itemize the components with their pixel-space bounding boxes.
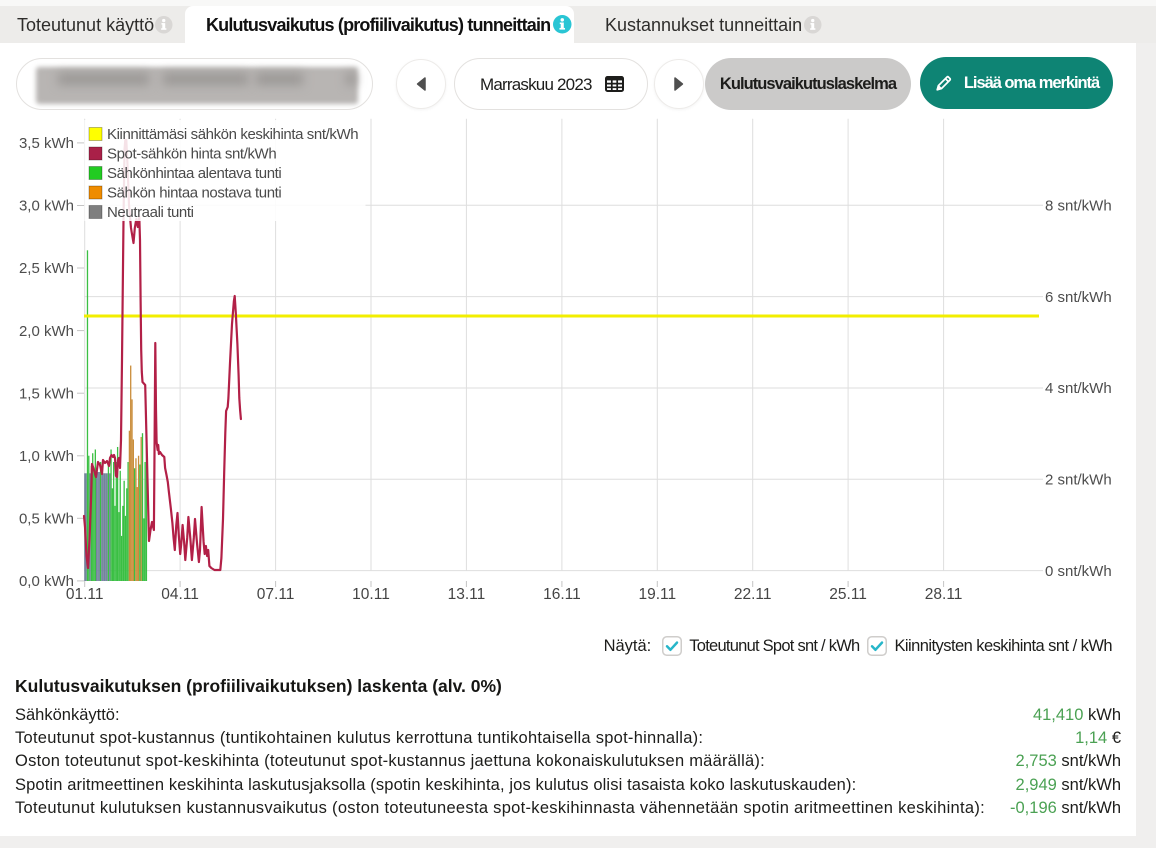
svg-text:Kiinnittämäsi sähkön keskihint: Kiinnittämäsi sähkön keskihinta snt/kWh <box>107 126 358 143</box>
svg-text:25.11: 25.11 <box>829 586 867 603</box>
svg-text:16.11: 16.11 <box>543 586 581 603</box>
svg-text:2,0 kWh: 2,0 kWh <box>19 323 74 340</box>
svg-text:3,0 kWh: 3,0 kWh <box>19 198 74 215</box>
svg-text:1,5 kWh: 1,5 kWh <box>19 385 74 402</box>
svg-text:1,0 kWh: 1,0 kWh <box>19 448 74 465</box>
svg-text:19.11: 19.11 <box>638 586 676 603</box>
svg-text:13.11: 13.11 <box>448 586 486 603</box>
svg-text:07.11: 07.11 <box>257 586 295 603</box>
svg-text:Sähkönhintaa alentava tunti: Sähkönhintaa alentava tunti <box>107 165 281 182</box>
svg-text:4 snt/kWh: 4 snt/kWh <box>1045 380 1112 397</box>
svg-text:2 snt/kWh: 2 snt/kWh <box>1045 472 1112 489</box>
svg-text:0,0 kWh: 0,0 kWh <box>19 573 74 590</box>
svg-text:8 snt/kWh: 8 snt/kWh <box>1045 198 1112 215</box>
svg-text:Neutraali tunti: Neutraali tunti <box>107 204 194 221</box>
svg-text:6 snt/kWh: 6 snt/kWh <box>1045 289 1112 306</box>
svg-text:22.11: 22.11 <box>734 586 772 603</box>
svg-text:28.11: 28.11 <box>925 586 963 603</box>
svg-text:0,5 kWh: 0,5 kWh <box>19 511 74 528</box>
svg-text:3,5 kWh: 3,5 kWh <box>19 135 74 152</box>
svg-text:2,5 kWh: 2,5 kWh <box>19 260 74 277</box>
svg-text:Sähkön hintaa nostava tunti: Sähkön hintaa nostava tunti <box>107 185 281 202</box>
svg-text:Spot-sähkön hinta snt/kWh: Spot-sähkön hinta snt/kWh <box>107 146 276 163</box>
svg-text:04.11: 04.11 <box>161 586 199 603</box>
svg-text:10.11: 10.11 <box>352 586 390 603</box>
svg-text:0 snt/kWh: 0 snt/kWh <box>1045 563 1112 580</box>
svg-text:01.11: 01.11 <box>66 586 104 603</box>
